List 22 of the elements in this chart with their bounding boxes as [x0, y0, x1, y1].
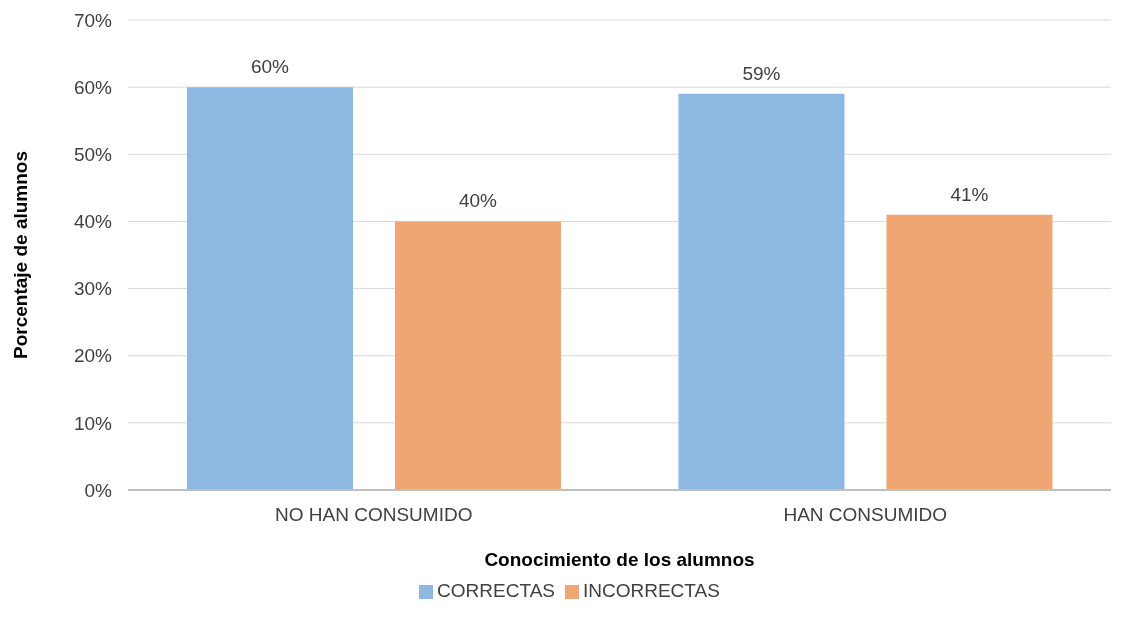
- x-tick-label: NO HAN CONSUMIDO: [275, 504, 473, 526]
- bar: [186, 87, 353, 490]
- y-tick-label: 70%: [73, 9, 113, 31]
- x-axis-title: Conocimiento de los alumnos: [484, 549, 755, 570]
- legend-label: INCORRECTAS: [583, 580, 720, 601]
- y-tick-label: 0%: [84, 479, 113, 501]
- y-tick-label: 40%: [73, 211, 113, 233]
- y-tick-label: 10%: [73, 412, 113, 434]
- data-label: 40%: [458, 190, 498, 212]
- legend-label: CORRECTAS: [437, 580, 555, 601]
- bar: [394, 221, 561, 490]
- data-label: 59%: [742, 62, 781, 84]
- data-label: 60%: [250, 56, 290, 78]
- y-tick-label: 60%: [73, 76, 113, 98]
- bar: [678, 93, 845, 490]
- y-tick-label: 30%: [73, 278, 113, 300]
- y-tick-label: 50%: [73, 144, 113, 166]
- bar: [886, 214, 1053, 490]
- y-axis-title: Porcentaje de alumnos: [9, 150, 31, 360]
- x-tick-label: HAN CONSUMIDO: [783, 504, 948, 526]
- data-label: 41%: [950, 183, 989, 205]
- y-tick-label: 20%: [73, 345, 113, 367]
